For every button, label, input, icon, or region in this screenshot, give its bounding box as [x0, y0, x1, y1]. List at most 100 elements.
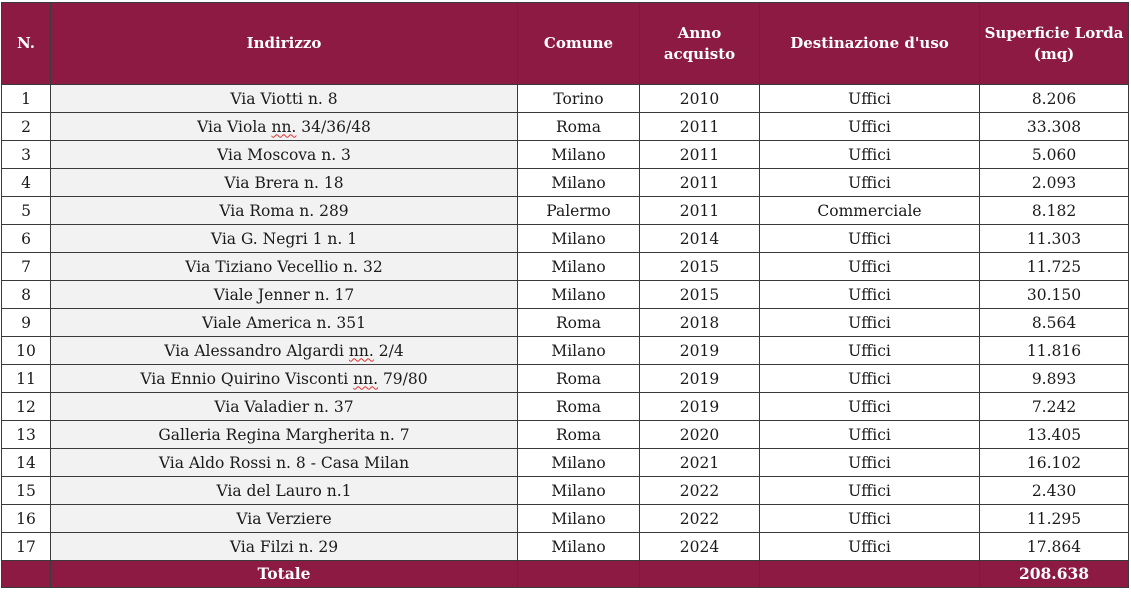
cell-superficie: 17.864 [979, 532, 1129, 561]
header-destinazione-uso: Destinazione d'uso [759, 2, 980, 85]
spellcheck-mark: nn. [353, 369, 379, 388]
cell-destinazione: Uffici [759, 280, 980, 309]
cell-comune: Palermo [517, 196, 640, 225]
cell-n: 16 [1, 504, 51, 533]
cell-superficie: 16.102 [979, 448, 1129, 477]
cell-destinazione: Uffici [759, 532, 980, 561]
cell-comune: Milano [517, 168, 640, 197]
cell-superficie: 5.060 [979, 140, 1129, 169]
cell-anno: 2022 [639, 476, 760, 505]
cell-indirizzo: Via Brera n. 18 [50, 168, 518, 197]
cell-comune: Milano [517, 280, 640, 309]
cell-anno: 2018 [639, 308, 760, 337]
table-row: 12 Via Valadier n. 37 Roma 2019 Uffici 7.242 [1, 392, 1129, 421]
cell-n: 4 [1, 168, 51, 197]
cell-superficie: 11.295 [979, 504, 1129, 533]
cell-n: 3 [1, 140, 51, 169]
cell-n: 10 [1, 336, 51, 365]
cell-indirizzo: Via Viola nn. 34/36/48 [50, 112, 518, 141]
cell-superficie: 2.093 [979, 168, 1129, 197]
cell-n: 14 [1, 448, 51, 477]
total-cell-empty [1, 560, 51, 588]
spellcheck-mark: nn. [271, 117, 297, 136]
table-row: 5 Via Roma n. 289 Palermo 2011 Commerciale 8.… [1, 196, 1129, 225]
cell-anno: 2011 [639, 112, 760, 141]
cell-anno: 2014 [639, 224, 760, 253]
total-cell-empty [639, 560, 760, 588]
cell-n: 8 [1, 280, 51, 309]
cell-destinazione: Uffici [759, 448, 980, 477]
table-row: 10 Via Alessandro Algardi nn. 2/4 Milano 20… [1, 336, 1129, 365]
table-body: 1 Via Viotti n. 8 Torino 2010 Uffici 8.206 2 Vi… [1, 84, 1129, 561]
cell-comune: Torino [517, 84, 640, 113]
cell-destinazione: Uffici [759, 336, 980, 365]
cell-comune: Roma [517, 420, 640, 449]
cell-superficie: 11.725 [979, 252, 1129, 281]
cell-indirizzo: Via G. Negri 1 n. 1 [50, 224, 518, 253]
cell-destinazione: Uffici [759, 252, 980, 281]
cell-comune: Milano [517, 504, 640, 533]
cell-indirizzo: Via Valadier n. 37 [50, 392, 518, 421]
cell-n: 12 [1, 392, 51, 421]
cell-destinazione: Uffici [759, 504, 980, 533]
cell-destinazione: Commerciale [759, 196, 980, 225]
cell-indirizzo: Via Filzi n. 29 [50, 532, 518, 561]
table-row: 9 Viale America n. 351 Roma 2018 Uffici 8.564 [1, 308, 1129, 337]
table-header: N. Indirizzo Comune Anno acquisto Destin… [1, 2, 1129, 85]
cell-comune: Milano [517, 532, 640, 561]
cell-destinazione: Uffici [759, 168, 980, 197]
header-indirizzo: Indirizzo [50, 2, 518, 85]
cell-superficie: 2.430 [979, 476, 1129, 505]
table-row: 11 Via Ennio Quirino Visconti nn. 79/80 Ro… [1, 364, 1129, 393]
cell-anno: 2019 [639, 392, 760, 421]
cell-anno: 2020 [639, 420, 760, 449]
cell-n: 1 [1, 84, 51, 113]
cell-anno: 2011 [639, 140, 760, 169]
table-row: 14 Via Aldo Rossi n. 8 - Casa Milan Milano… [1, 448, 1129, 477]
cell-indirizzo: Via del Lauro n.1 [50, 476, 518, 505]
table-footer: Totale 208.638 [1, 560, 1129, 588]
cell-comune: Roma [517, 392, 640, 421]
cell-superficie: 11.816 [979, 336, 1129, 365]
cell-superficie: 9.893 [979, 364, 1129, 393]
cell-indirizzo: Via Verziere [50, 504, 518, 533]
cell-superficie: 30.150 [979, 280, 1129, 309]
cell-comune: Roma [517, 308, 640, 337]
header-superficie-lorda: Superficie Lorda (mq) [979, 2, 1129, 85]
cell-n: 5 [1, 196, 51, 225]
cell-comune: Milano [517, 336, 640, 365]
cell-superficie: 33.308 [979, 112, 1129, 141]
cell-indirizzo: Via Alessandro Algardi nn. 2/4 [50, 336, 518, 365]
total-cell-empty [759, 560, 980, 588]
properties-table: N. Indirizzo Comune Anno acquisto Destin… [1, 2, 1129, 588]
cell-destinazione: Uffici [759, 476, 980, 505]
cell-indirizzo: Via Viotti n. 8 [50, 84, 518, 113]
cell-superficie: 8.564 [979, 308, 1129, 337]
header-row: N. Indirizzo Comune Anno acquisto Destin… [1, 2, 1129, 85]
cell-n: 17 [1, 532, 51, 561]
cell-anno: 2019 [639, 336, 760, 365]
cell-destinazione: Uffici [759, 364, 980, 393]
table-row: 8 Viale Jenner n. 17 Milano 2015 Uffici 30.15… [1, 280, 1129, 309]
cell-n: 7 [1, 252, 51, 281]
cell-anno: 2024 [639, 532, 760, 561]
table-row: 13 Galleria Regina Margherita n. 7 Roma 202… [1, 420, 1129, 449]
cell-superficie: 8.182 [979, 196, 1129, 225]
total-row: Totale 208.638 [1, 560, 1129, 588]
cell-n: 6 [1, 224, 51, 253]
cell-comune: Milano [517, 252, 640, 281]
cell-n: 11 [1, 364, 51, 393]
cell-indirizzo: Viale America n. 351 [50, 308, 518, 337]
cell-superficie: 11.303 [979, 224, 1129, 253]
cell-indirizzo: Via Roma n. 289 [50, 196, 518, 225]
cell-comune: Roma [517, 364, 640, 393]
table-row: 7 Via Tiziano Vecellio n. 32 Milano 2015 Uff… [1, 252, 1129, 281]
cell-destinazione: Uffici [759, 84, 980, 113]
table-row: 4 Via Brera n. 18 Milano 2011 Uffici 2.093 [1, 168, 1129, 197]
cell-destinazione: Uffici [759, 420, 980, 449]
cell-anno: 2022 [639, 504, 760, 533]
total-cell-empty [517, 560, 640, 588]
cell-superficie: 7.242 [979, 392, 1129, 421]
cell-indirizzo: Via Aldo Rossi n. 8 - Casa Milan [50, 448, 518, 477]
cell-anno: 2011 [639, 168, 760, 197]
